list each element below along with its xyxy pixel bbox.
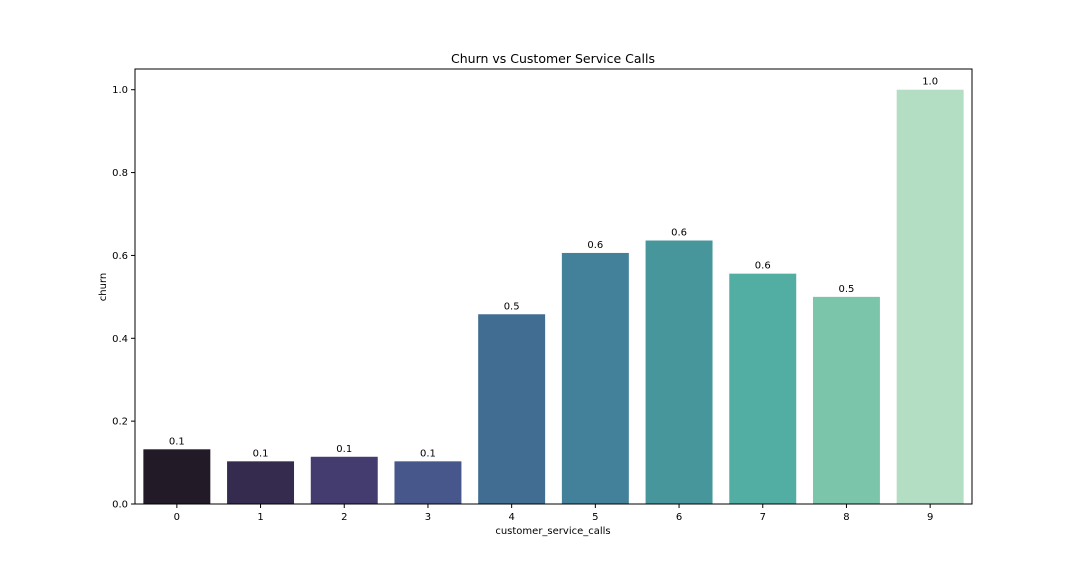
x-tick-label-2: 2 <box>341 512 347 523</box>
data-label-6: 0.6 <box>671 228 687 239</box>
data-label-3: 0.1 <box>420 448 436 459</box>
y-axis: 0.0 0.2 0.4 0.6 0.8 1.0 <box>112 85 135 511</box>
bar-7 <box>729 273 797 504</box>
x-tick-label-1: 1 <box>257 512 263 523</box>
x-tick-label-8: 8 <box>843 512 849 523</box>
bar-2 <box>310 456 378 504</box>
x-tick-label-0: 0 <box>174 512 180 523</box>
bar-5 <box>561 252 629 504</box>
y-tick-label: 0.6 <box>112 251 128 262</box>
y-tick-label: 0.0 <box>112 500 128 511</box>
bar-1 <box>227 461 295 504</box>
bar-0 <box>143 449 211 504</box>
bar-3 <box>394 461 462 504</box>
chart-title: Churn vs Customer Service Calls <box>451 51 655 66</box>
x-axis: 0 1 2 3 4 5 6 7 8 9 <box>174 504 933 523</box>
y-tick-label: 0.4 <box>112 334 128 345</box>
bars-layer <box>143 89 964 505</box>
bar-4 <box>478 314 546 504</box>
data-label-0: 0.1 <box>169 436 185 447</box>
y-tick-label: 1.0 <box>112 85 128 96</box>
data-label-8: 0.5 <box>838 284 854 295</box>
bar-9 <box>896 89 964 505</box>
data-labels-layer: 0.1 0.1 0.1 0.1 0.5 0.6 0.6 0.6 0.5 1.0 <box>169 77 938 460</box>
x-axis-label: customer_service_calls <box>495 526 610 537</box>
data-label-5: 0.6 <box>587 240 603 251</box>
x-tick-label-7: 7 <box>760 512 766 523</box>
bar-8 <box>812 296 880 504</box>
data-label-2: 0.1 <box>336 444 352 455</box>
x-tick-label-3: 3 <box>425 512 431 523</box>
data-label-1: 0.1 <box>253 448 269 459</box>
x-tick-label-4: 4 <box>508 512 514 523</box>
data-label-9: 1.0 <box>922 77 938 88</box>
y-tick-label: 0.8 <box>112 168 128 179</box>
x-tick-label-5: 5 <box>592 512 598 523</box>
plot-area-frame <box>134 68 973 505</box>
data-label-4: 0.5 <box>504 301 520 312</box>
y-tick-label: 0.2 <box>112 417 128 428</box>
data-label-7: 0.6 <box>755 261 771 272</box>
x-tick-label-9: 9 <box>927 512 933 523</box>
x-tick-label-6: 6 <box>676 512 682 523</box>
y-axis-label: churn <box>98 273 109 301</box>
bar-6 <box>645 240 713 504</box>
